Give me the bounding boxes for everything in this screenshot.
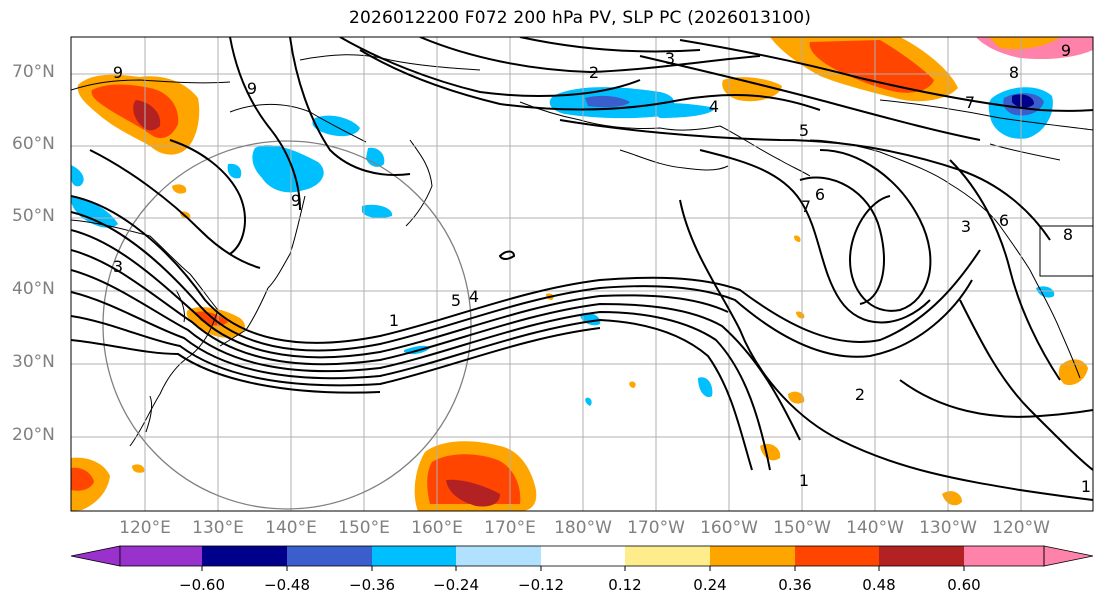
colorbar-bin [541,546,625,566]
lat-label: 50°N [12,206,55,226]
contour-label: 6 [999,211,1009,230]
contour-label: 6 [815,185,825,204]
lon-label: 120°E [119,518,171,538]
contour-label: 9 [113,63,123,82]
contour-label: 9 [247,79,257,98]
contour-label: 1 [389,311,399,330]
colorbar-tick-label: −0.60 [179,576,225,594]
contour-label: 3 [113,257,123,276]
contour-label: 2 [855,385,865,404]
lon-label: 150°W [773,518,831,538]
lon-label: 160°E [411,518,463,538]
contour-label: 9 [1061,41,1071,60]
colorbar-bin [879,546,964,566]
colorbar-tick-label: −0.12 [518,576,564,594]
colorbar-bin [964,546,1044,566]
lat-label: 40°N [12,279,55,299]
contour-label: 3 [961,217,971,236]
lon-label: 180°W [554,518,612,538]
lon-label: 140°E [265,518,317,538]
colorbar-bin [710,546,795,566]
colorbar-tick-label: −0.48 [264,576,310,594]
contour-label: 8 [1063,225,1073,244]
lon-label: 170°W [627,518,685,538]
contour-label: 7 [965,93,975,112]
colorbar-tick-label: −0.36 [349,576,395,594]
contour-label: 4 [469,287,479,306]
contour-label: 4 [709,97,719,116]
contour-label: 1 [1081,477,1091,496]
lon-label: 120°W [992,518,1050,538]
colorbar-tick-label: 0.12 [608,576,642,594]
reference-circle [102,140,472,510]
contour-labels: 9 9 9 3 3 2 5 4 7 6 7 8 9 3 5 6 4 1 2 1 … [113,41,1091,496]
contour-label: 8 [1009,63,1019,82]
lon-label: 150°E [338,518,390,538]
lon-label: 130°W [919,518,977,538]
contour-label: 3 [665,49,675,68]
lat-label: 60°N [12,134,55,154]
contour-label: 2 [589,63,599,82]
colorbar-bin [120,546,202,566]
colorbar-tick-label: 0.60 [947,576,981,594]
colorbar-bin [202,546,287,566]
colorbar-tick-label: 0.48 [862,576,896,594]
colorbar-bin [795,546,879,566]
lon-label: 170°E [484,518,536,538]
map-frame [70,36,1094,512]
pv-anomaly-shading [71,37,1093,511]
contour-label: 1 [799,471,809,490]
figure-title: 2026012200 F072 200 hPa PV, SLP PC (2026… [348,8,812,28]
colorbar-extend-max [1043,545,1094,567]
colorbar-tick-label: 0.24 [693,576,727,594]
colorbar-extend-min [70,545,121,567]
colorbar-bin [625,546,710,566]
colorbar [70,545,1094,571]
lon-label: 160°W [700,518,758,538]
lat-label: 30°N [12,352,55,372]
colorbar-bin [456,546,541,566]
colorbar-bin [287,546,372,566]
lon-label: 140°W [846,518,904,538]
colorbar-bin [372,546,456,566]
slp-contours [71,37,1093,501]
lat-label: 20°N [12,425,55,445]
contour-label: 7 [801,197,811,216]
contour-label: 5 [451,291,461,310]
lon-label: 130°E [192,518,244,538]
lat-label: 70°N [12,62,55,82]
colorbar-tick-label: 0.36 [778,576,812,594]
contour-label: 5 [799,121,809,140]
contour-label: 9 [291,191,301,210]
colorbar-tick-label: −0.24 [433,576,479,594]
